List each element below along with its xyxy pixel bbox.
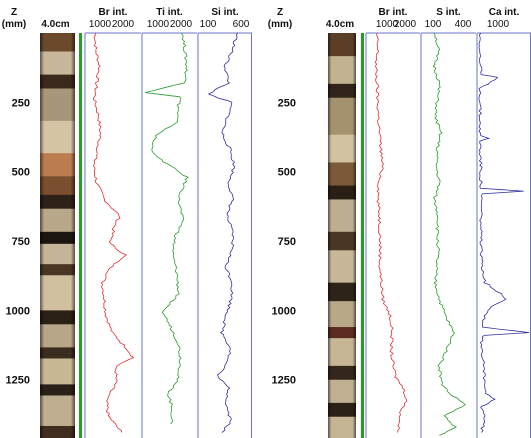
- series-title: S int.: [436, 7, 461, 18]
- z-tick-label: 750: [278, 236, 296, 248]
- z-tick-label: 1250: [6, 375, 30, 387]
- z-axis-label: Z: [277, 7, 283, 18]
- series-title: Si int.: [211, 7, 238, 18]
- x-tick-label: 1000: [89, 19, 112, 30]
- scale-bar: [361, 33, 364, 438]
- z-tick-label: 500: [12, 167, 30, 179]
- core-scale-label: 4.0cm: [41, 19, 69, 30]
- x-tick-label: 1000: [147, 19, 170, 30]
- series-line: [92, 32, 135, 433]
- series-title: Br int.: [379, 7, 408, 18]
- core-shading: [328, 33, 356, 438]
- track-siint: Si int.100 600: [197, 7, 252, 438]
- x-tick-label: 2000: [112, 19, 135, 30]
- series-title: Ti int.: [156, 7, 183, 18]
- z-axis-unit: (mm): [268, 19, 292, 30]
- z-tick-label: 250: [12, 97, 30, 109]
- series-line: [432, 32, 466, 436]
- z-tick-label: 1000: [6, 305, 30, 317]
- x-tick-label: 100: [200, 19, 217, 30]
- z-tick-label: 500: [278, 167, 296, 179]
- core-shading: [40, 33, 75, 438]
- track-tiint: Ti int.1000 2000: [141, 7, 197, 438]
- series-line: [145, 32, 189, 425]
- z-tick-label: 250: [278, 97, 296, 109]
- x-tick-label: 400: [455, 19, 472, 30]
- scale-bar: [79, 33, 82, 438]
- x-tick-label: 1000: [376, 19, 399, 30]
- track-sint: S int.100 400: [420, 7, 476, 438]
- x-tick-label: 2000: [170, 19, 193, 30]
- x-tick-label: 2000: [394, 19, 417, 30]
- series-line: [374, 32, 407, 433]
- x-tick-label: 1000: [487, 19, 510, 30]
- z-tick-label: 1000: [272, 305, 296, 317]
- series-line: [478, 32, 530, 433]
- z-tick-label: 750: [12, 236, 30, 248]
- z-axis-unit: (mm): [2, 19, 26, 30]
- track-caint: Ca int.1000: [476, 7, 531, 438]
- x-tick-label: 100: [425, 19, 442, 30]
- series-line: [207, 32, 238, 433]
- core-scale-label: 4.0cm: [326, 19, 354, 30]
- x-tick-label: 600: [233, 19, 250, 30]
- z-axis-label: Z: [11, 7, 17, 18]
- series-title: Ca int.: [489, 7, 520, 18]
- z-tick-label: 1250: [272, 375, 296, 387]
- series-title: Br int.: [99, 7, 128, 18]
